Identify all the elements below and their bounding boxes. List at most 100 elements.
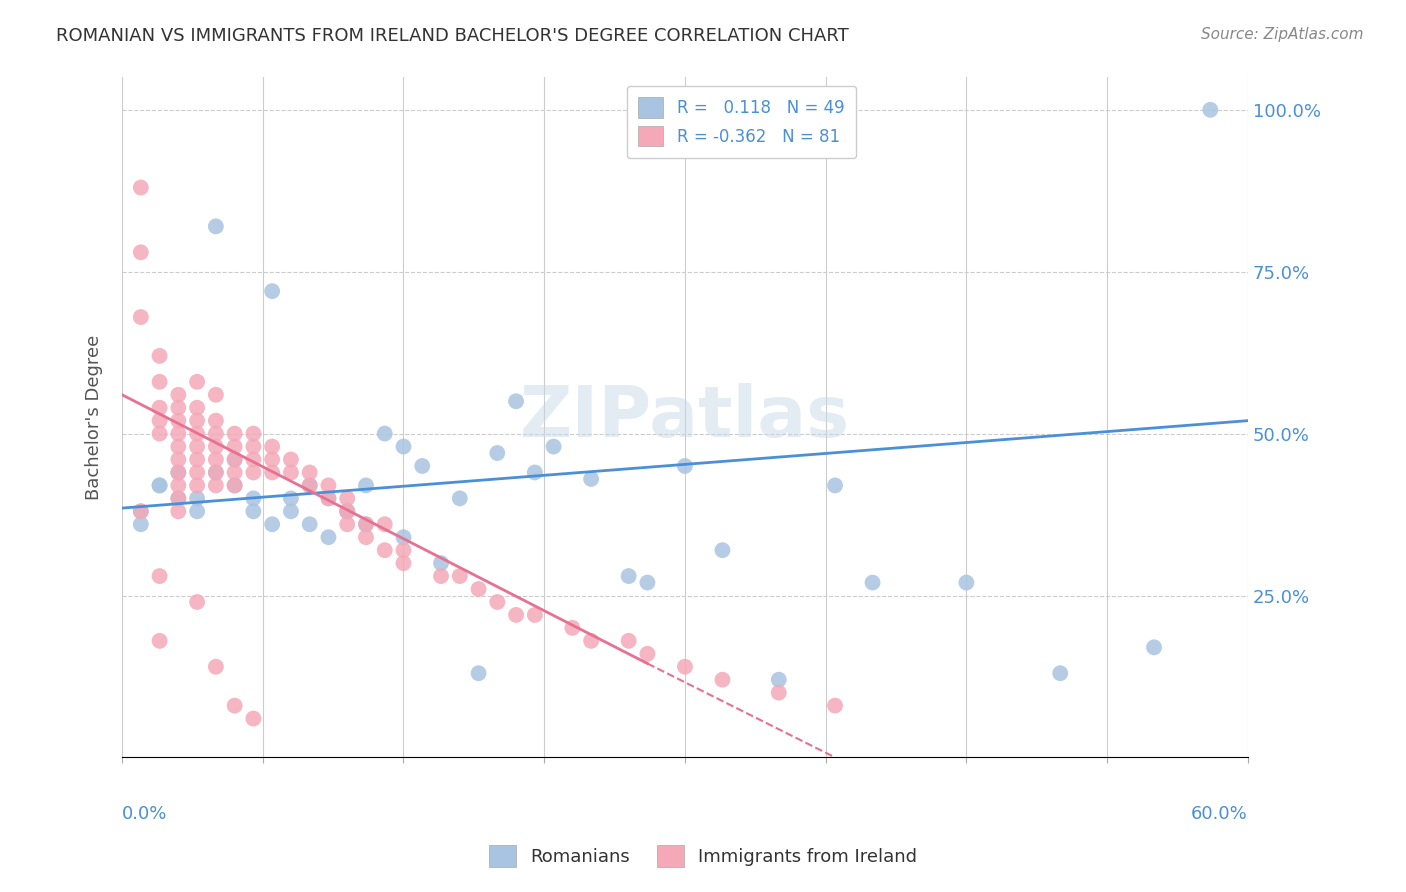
Point [298, 478, 321, 492]
Point [673, 458, 696, 473]
Point [1049, 666, 1071, 681]
Point [523, 466, 546, 480]
Point [430, 569, 453, 583]
Point [167, 466, 190, 480]
Point [224, 452, 246, 467]
Point [280, 491, 302, 506]
Point [579, 633, 602, 648]
Point [242, 426, 264, 441]
Point [205, 659, 228, 673]
Point [336, 491, 359, 506]
Point [148, 633, 170, 648]
Y-axis label: Bachelor's Degree: Bachelor's Degree [86, 334, 103, 500]
Point [186, 478, 208, 492]
Point [129, 180, 152, 194]
Point [167, 388, 190, 402]
Point [262, 284, 284, 298]
Point [224, 698, 246, 713]
Point [318, 478, 340, 492]
Point [148, 426, 170, 441]
Point [205, 414, 228, 428]
Point [129, 504, 152, 518]
Point [167, 440, 190, 454]
Point [186, 426, 208, 441]
Legend: R =   0.118   N = 49, R = -0.362   N = 81: R = 0.118 N = 49, R = -0.362 N = 81 [627, 86, 856, 158]
Point [205, 478, 228, 492]
Point [617, 633, 640, 648]
Point [523, 607, 546, 622]
Point [186, 414, 208, 428]
Legend: Romanians, Immigrants from Ireland: Romanians, Immigrants from Ireland [481, 838, 925, 874]
Point [167, 491, 190, 506]
Point [242, 440, 264, 454]
Point [561, 621, 583, 635]
Point [711, 673, 734, 687]
Point [205, 440, 228, 454]
Point [167, 478, 190, 492]
Point [711, 543, 734, 558]
Point [242, 712, 264, 726]
Point [167, 414, 190, 428]
Point [392, 530, 415, 544]
Point [167, 466, 190, 480]
Point [148, 569, 170, 583]
Point [186, 440, 208, 454]
Point [374, 426, 396, 441]
Point [768, 686, 790, 700]
Point [205, 466, 228, 480]
Point [505, 607, 527, 622]
Point [148, 478, 170, 492]
Point [392, 440, 415, 454]
Point [336, 504, 359, 518]
Point [224, 426, 246, 441]
Point [486, 595, 509, 609]
Point [186, 401, 208, 415]
Point [262, 440, 284, 454]
Point [280, 452, 302, 467]
Point [617, 569, 640, 583]
Point [298, 517, 321, 532]
Point [354, 517, 377, 532]
Point [505, 394, 527, 409]
Point [298, 478, 321, 492]
Point [449, 491, 471, 506]
Point [336, 504, 359, 518]
Point [298, 466, 321, 480]
Point [392, 543, 415, 558]
Point [354, 517, 377, 532]
Point [167, 401, 190, 415]
Point [148, 349, 170, 363]
Point [636, 647, 658, 661]
Point [148, 401, 170, 415]
Point [186, 466, 208, 480]
Point [579, 472, 602, 486]
Point [336, 517, 359, 532]
Point [186, 504, 208, 518]
Point [262, 452, 284, 467]
Point [768, 673, 790, 687]
Point [129, 517, 152, 532]
Point [224, 440, 246, 454]
Point [186, 595, 208, 609]
Point [242, 491, 264, 506]
Point [374, 517, 396, 532]
Point [318, 491, 340, 506]
Point [673, 659, 696, 673]
Text: ROMANIAN VS IMMIGRANTS FROM IRELAND BACHELOR'S DEGREE CORRELATION CHART: ROMANIAN VS IMMIGRANTS FROM IRELAND BACH… [56, 27, 849, 45]
Point [242, 452, 264, 467]
Point [205, 452, 228, 467]
Point [242, 504, 264, 518]
Point [318, 530, 340, 544]
Point [955, 575, 977, 590]
Point [205, 219, 228, 234]
Point [224, 452, 246, 467]
Point [167, 452, 190, 467]
Point [486, 446, 509, 460]
Point [129, 245, 152, 260]
Point [1143, 640, 1166, 655]
Point [336, 504, 359, 518]
Point [186, 375, 208, 389]
Point [205, 426, 228, 441]
Text: Source: ZipAtlas.com: Source: ZipAtlas.com [1201, 27, 1364, 42]
Point [205, 388, 228, 402]
